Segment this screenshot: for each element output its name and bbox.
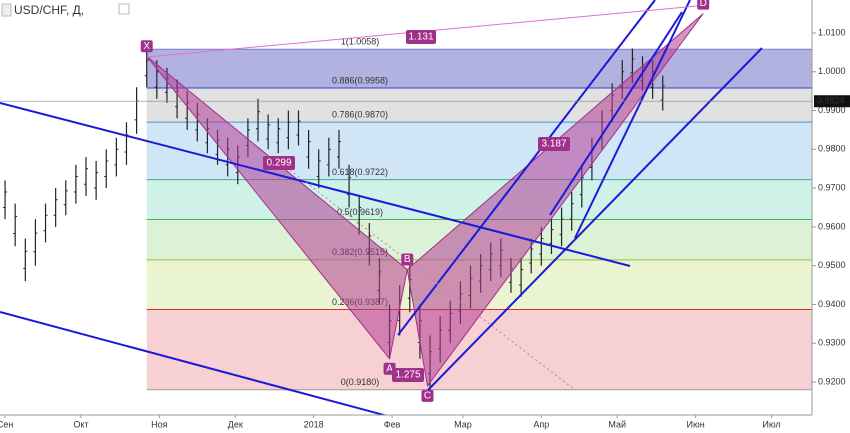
time-axis [0,415,812,433]
x-tick-label: Мар [454,419,472,429]
trend-line [574,0,691,239]
price-axis [812,0,850,433]
y-tick-label: 1.0100 [818,27,846,37]
ratio-labels: 0.299 1.275 3.187 1.131 [263,30,570,382]
x-tick-label: Ноя [151,419,168,429]
y-tick-label: 0.9500 [818,260,846,270]
fib-label: 1(1.0058) [341,37,380,47]
x-tick-label: Июл [762,419,780,429]
ratio-label: 1.131 [408,32,433,43]
pattern-point-label: D [700,0,707,9]
x-tick-label: Апр [533,419,549,429]
fib-label: 0.5(0.9619) [337,207,383,217]
xb-line [289,169,576,391]
x-tick-label: Дек [228,419,243,429]
fib-label: 0(0.9180) [341,377,380,387]
pattern-point-label: X [143,41,150,52]
ratio-box [406,30,436,44]
pattern-point [697,0,710,10]
pattern: X A B C D [140,0,710,402]
trend-line [0,102,631,267]
fib-zone [146,49,813,89]
pattern-point [140,40,153,53]
ratio-label: 3.187 [541,139,566,150]
header-checkbox[interactable] [118,3,130,15]
x-tick-label: Фев [384,419,401,429]
trend-lines [0,0,763,419]
pattern-point [421,389,434,402]
header-title: USD/CHF, Д, [14,3,84,17]
y-tick-label: 0.9700 [818,182,846,192]
ratio-box [392,368,424,382]
pattern-point-label: A [386,363,393,374]
x-tick-label: Окт [73,419,88,429]
y-tick-label: 0.9900 [818,105,846,115]
x-tick-label: Сен [0,419,13,429]
header-icon [1,3,12,17]
last-price-box [814,95,850,108]
x-tick-label: Май [608,419,626,429]
ratio-label: 1.275 [395,370,420,381]
trend-line [0,311,396,419]
trend-line [427,47,763,391]
fib-label: 0.618(0.9722) [332,167,388,177]
trend-line [549,11,683,216]
ratio-box [538,137,570,151]
y-tick-label: 0.9800 [818,144,846,154]
y-tick-label: 0.9400 [818,299,846,309]
fib-label: 0.886(0.9958) [332,75,388,85]
pattern-point-label: B [404,254,411,265]
y-tick-label: 0.9600 [818,221,846,231]
y-tick-label: 0.9200 [818,376,846,386]
ratio-box [263,156,295,170]
y-tick-label: 1.0000 [818,66,846,76]
y-tick-label: 0.9300 [818,338,846,348]
pattern-point-label: C [424,391,431,402]
fib-zone [146,309,813,390]
x-tick-label: 2018 [304,419,324,429]
trend-line [397,0,656,336]
axes: 1.0100 1.0000 0.9900 0.9800 0.9700 0.9600 0.95… [0,27,850,429]
x-tick-label: Июн [687,419,705,429]
fib-zone [146,88,813,123]
ratio-label: 0.299 [266,158,291,169]
fib-label: 0.786(0.9870) [332,110,388,120]
last-price-label: 0.9924 [817,96,845,106]
